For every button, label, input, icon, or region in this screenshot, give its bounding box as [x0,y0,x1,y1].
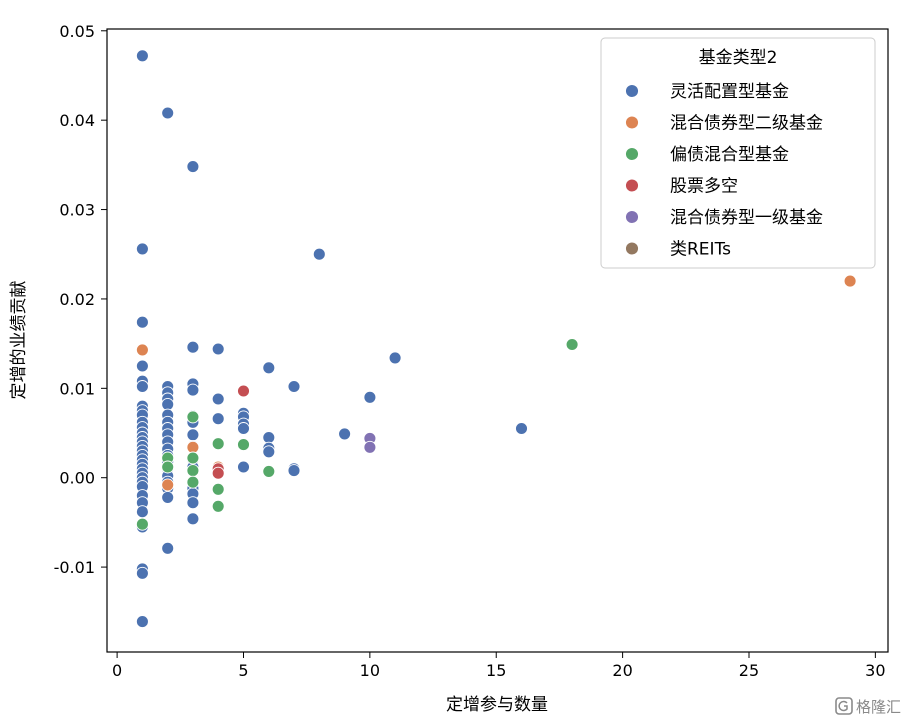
data-point [262,464,276,478]
data-point [262,431,276,444]
data-point [135,380,149,393]
data-point [211,482,225,496]
data-point [135,343,149,357]
data-point [211,412,225,426]
y-tick-label: 0.02 [59,290,95,309]
data-point [338,427,352,441]
watermark-logo-icon [835,697,853,715]
data-point [211,342,225,356]
data-point [186,160,200,174]
data-point [262,361,276,375]
legend-marker [625,84,639,98]
data-point [186,440,200,454]
data-point [565,338,579,351]
y-tick-label: 0.05 [59,22,95,41]
x-tick-label: 20 [612,661,632,680]
legend-entries: 灵活配置型基金混合债券型二级基金偏债混合型基金股票多空混合债券型一级基金类REI… [625,82,823,260]
data-point [161,490,175,504]
data-point [161,478,175,492]
data-point [135,566,149,580]
data-point [135,359,149,373]
plot-frame [106,28,889,653]
data-point [237,422,250,435]
data-point [186,475,200,489]
data-point [161,106,175,120]
y-tick-label: 0.03 [59,201,95,220]
data-point [186,428,200,442]
watermark: 格隆汇 [835,697,901,716]
points-layer [135,49,857,629]
legend-box [600,37,876,269]
x-tick-label: 0 [112,661,122,680]
y-axis-title: 定增的业绩贡献 [9,281,29,400]
data-point [186,383,200,397]
data-point [135,315,149,329]
data-point [186,512,200,526]
y-tick-label: 0.04 [59,111,95,130]
y-tick-label: -0.01 [54,558,95,577]
data-point [211,466,225,480]
legend-label: 股票多空 [670,177,738,197]
data-point [186,496,200,510]
x-tick-label: 5 [238,661,248,680]
x-axis: 0 5 10 15 20 25 30 [112,652,886,680]
legend-marker [625,178,639,193]
legend-marker [625,115,639,130]
x-tick-label: 15 [486,661,506,680]
x-tick-label: 25 [739,661,759,680]
data-point [363,440,377,454]
legend-label: 类REITs [670,240,731,260]
legend-marker [625,241,639,256]
data-point [161,397,175,411]
data-point [135,505,149,519]
data-point [211,392,225,406]
y-tick-label: 0.00 [59,469,95,488]
x-axis-title: 定增参与数量 [446,695,548,715]
data-point [237,460,250,474]
data-point [161,541,175,555]
data-point [312,247,326,261]
x-tick-label: 10 [360,661,380,680]
data-point [237,438,250,452]
legend: 基金类型2 灵活配置型基金混合债券型二级基金偏债混合型基金股票多空混合债券型一级… [600,37,876,269]
data-point [186,340,200,354]
data-point [211,437,225,451]
x-tick-label: 30 [865,661,885,680]
y-tick-label: 0.01 [59,379,95,398]
data-point [287,380,301,393]
data-point [237,384,250,398]
legend-label: 灵活配置型基金 [670,82,789,102]
watermark-text: 格隆汇 [856,698,901,716]
data-point [262,445,276,459]
data-point [186,464,200,478]
data-point [843,274,857,288]
legend-label: 混合债券型一级基金 [670,208,823,228]
data-point [135,517,149,531]
data-point [186,451,200,465]
legend-title: 基金类型2 [699,48,778,68]
data-point [135,242,149,256]
data-point [388,351,402,365]
data-point [363,390,377,404]
legend-marker [625,210,639,224]
data-point [135,49,149,63]
legend-label: 偏债混合型基金 [670,145,789,165]
data-point [135,615,149,629]
legend-marker [625,147,639,161]
y-axis: -0.01 0.00 0.01 0.02 0.03 0.04 0.05 [54,22,107,577]
data-point [211,499,225,513]
legend-label: 混合债券型二级基金 [670,114,823,134]
data-point [287,464,301,478]
data-point [515,422,528,435]
data-point [161,460,175,474]
data-point [186,410,200,424]
